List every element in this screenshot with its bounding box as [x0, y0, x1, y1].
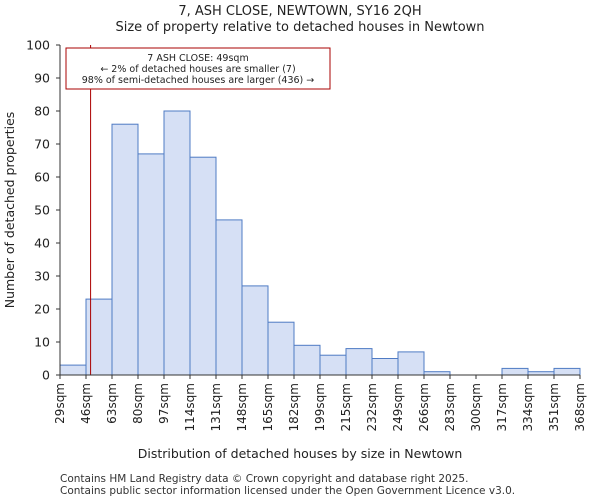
x-tick-label: 148sqm: [235, 383, 249, 431]
x-tick-label: 300sqm: [469, 383, 483, 431]
x-tick-label: 215sqm: [339, 383, 353, 431]
histogram-bar: [241, 285, 269, 376]
y-tick-label: 20: [34, 302, 50, 317]
x-tick-label: 29sqm: [53, 383, 67, 424]
histogram-bar: [215, 219, 243, 376]
histogram-bar: [85, 298, 113, 376]
y-tick-label: 10: [34, 335, 50, 350]
chart-title: 7, ASH CLOSE, NEWTOWN, SY16 2QH: [178, 4, 422, 19]
annotation-line-3: 98% of semi-detached houses are larger (…: [82, 75, 315, 86]
x-tick-label: 334sqm: [521, 383, 535, 431]
x-tick-label: 266sqm: [417, 383, 431, 431]
histogram-bar: [59, 364, 87, 376]
y-axis-label: Number of detached properties: [2, 112, 17, 309]
x-tick-label: 368sqm: [573, 383, 587, 431]
y-tick-label: 30: [34, 269, 50, 284]
histogram-bar: [501, 367, 529, 376]
x-tick-label: 97sqm: [157, 383, 171, 424]
histogram-chart: 0 10 20 30 40 50 60 70 80 90 100 29sqm 46sqm 63sqm 80s…: [2, 38, 587, 462]
x-tick-label: 46sqm: [79, 383, 93, 424]
y-tick-label: 80: [34, 104, 50, 119]
footer-licence: Contains public sector information licen…: [60, 485, 516, 497]
x-axis-label: Distribution of detached houses by size …: [138, 446, 463, 461]
x-tick-label: 63sqm: [105, 383, 119, 424]
histogram-bar: [111, 123, 139, 376]
y-tick-label: 40: [34, 236, 50, 251]
histogram-bar: [163, 110, 191, 376]
histogram-bar: [189, 156, 217, 376]
y-tick-label: 0: [42, 368, 50, 383]
x-tick-label: 283sqm: [443, 383, 457, 431]
x-tick-label: 317sqm: [495, 383, 509, 431]
x-tick-label: 249sqm: [391, 383, 405, 431]
annotation-line-2: ← 2% of detached houses are smaller (7): [100, 64, 295, 75]
x-tick-label: 199sqm: [313, 383, 327, 431]
x-tick-label: 182sqm: [287, 383, 301, 431]
histogram-bar: [137, 153, 165, 376]
y-tick-label: 70: [34, 137, 50, 152]
histogram-bar: [371, 358, 399, 376]
x-tick-label: 232sqm: [365, 383, 379, 431]
y-tick-label: 100: [26, 38, 50, 53]
x-tick-label: 80sqm: [131, 383, 145, 424]
annotation-line-1: 7 ASH CLOSE: 49sqm: [147, 53, 248, 64]
histogram-bar: [293, 344, 321, 376]
y-tick-label: 50: [34, 203, 50, 218]
x-tick-label: 114sqm: [183, 383, 197, 431]
chart-subtitle: Size of property relative to detached ho…: [115, 20, 485, 35]
histogram-bar: [267, 321, 295, 376]
footer-copyright: Contains HM Land Registry data © Crown c…: [60, 473, 469, 485]
y-tick-label: 60: [34, 170, 50, 185]
x-tick-label: 165sqm: [261, 383, 275, 431]
histogram-bar: [553, 367, 581, 376]
histogram-bar: [319, 354, 347, 376]
x-tick-label: 131sqm: [209, 383, 223, 431]
histogram-bar: [345, 348, 373, 376]
y-tick-label: 90: [34, 71, 50, 86]
annotation-box: [65, 47, 331, 90]
x-tick-label: 351sqm: [547, 383, 561, 431]
histogram-bar: [397, 351, 425, 376]
